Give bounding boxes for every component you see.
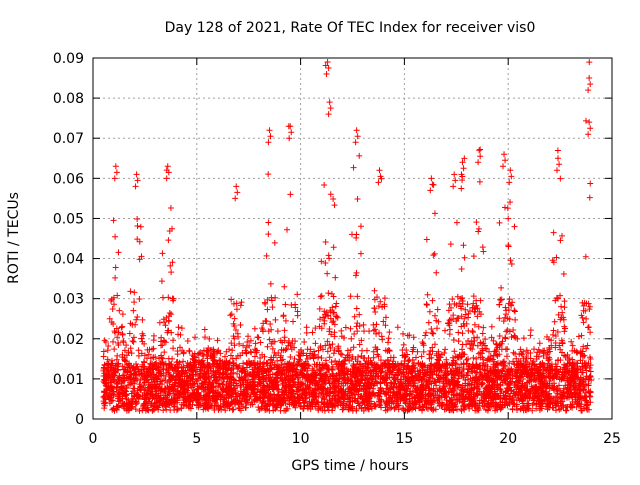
chart-container: 00.010.020.030.040.050.060.070.080.09051…	[0, 0, 640, 480]
roti-scatter-chart: 00.010.020.030.040.050.060.070.080.09051…	[0, 0, 640, 480]
